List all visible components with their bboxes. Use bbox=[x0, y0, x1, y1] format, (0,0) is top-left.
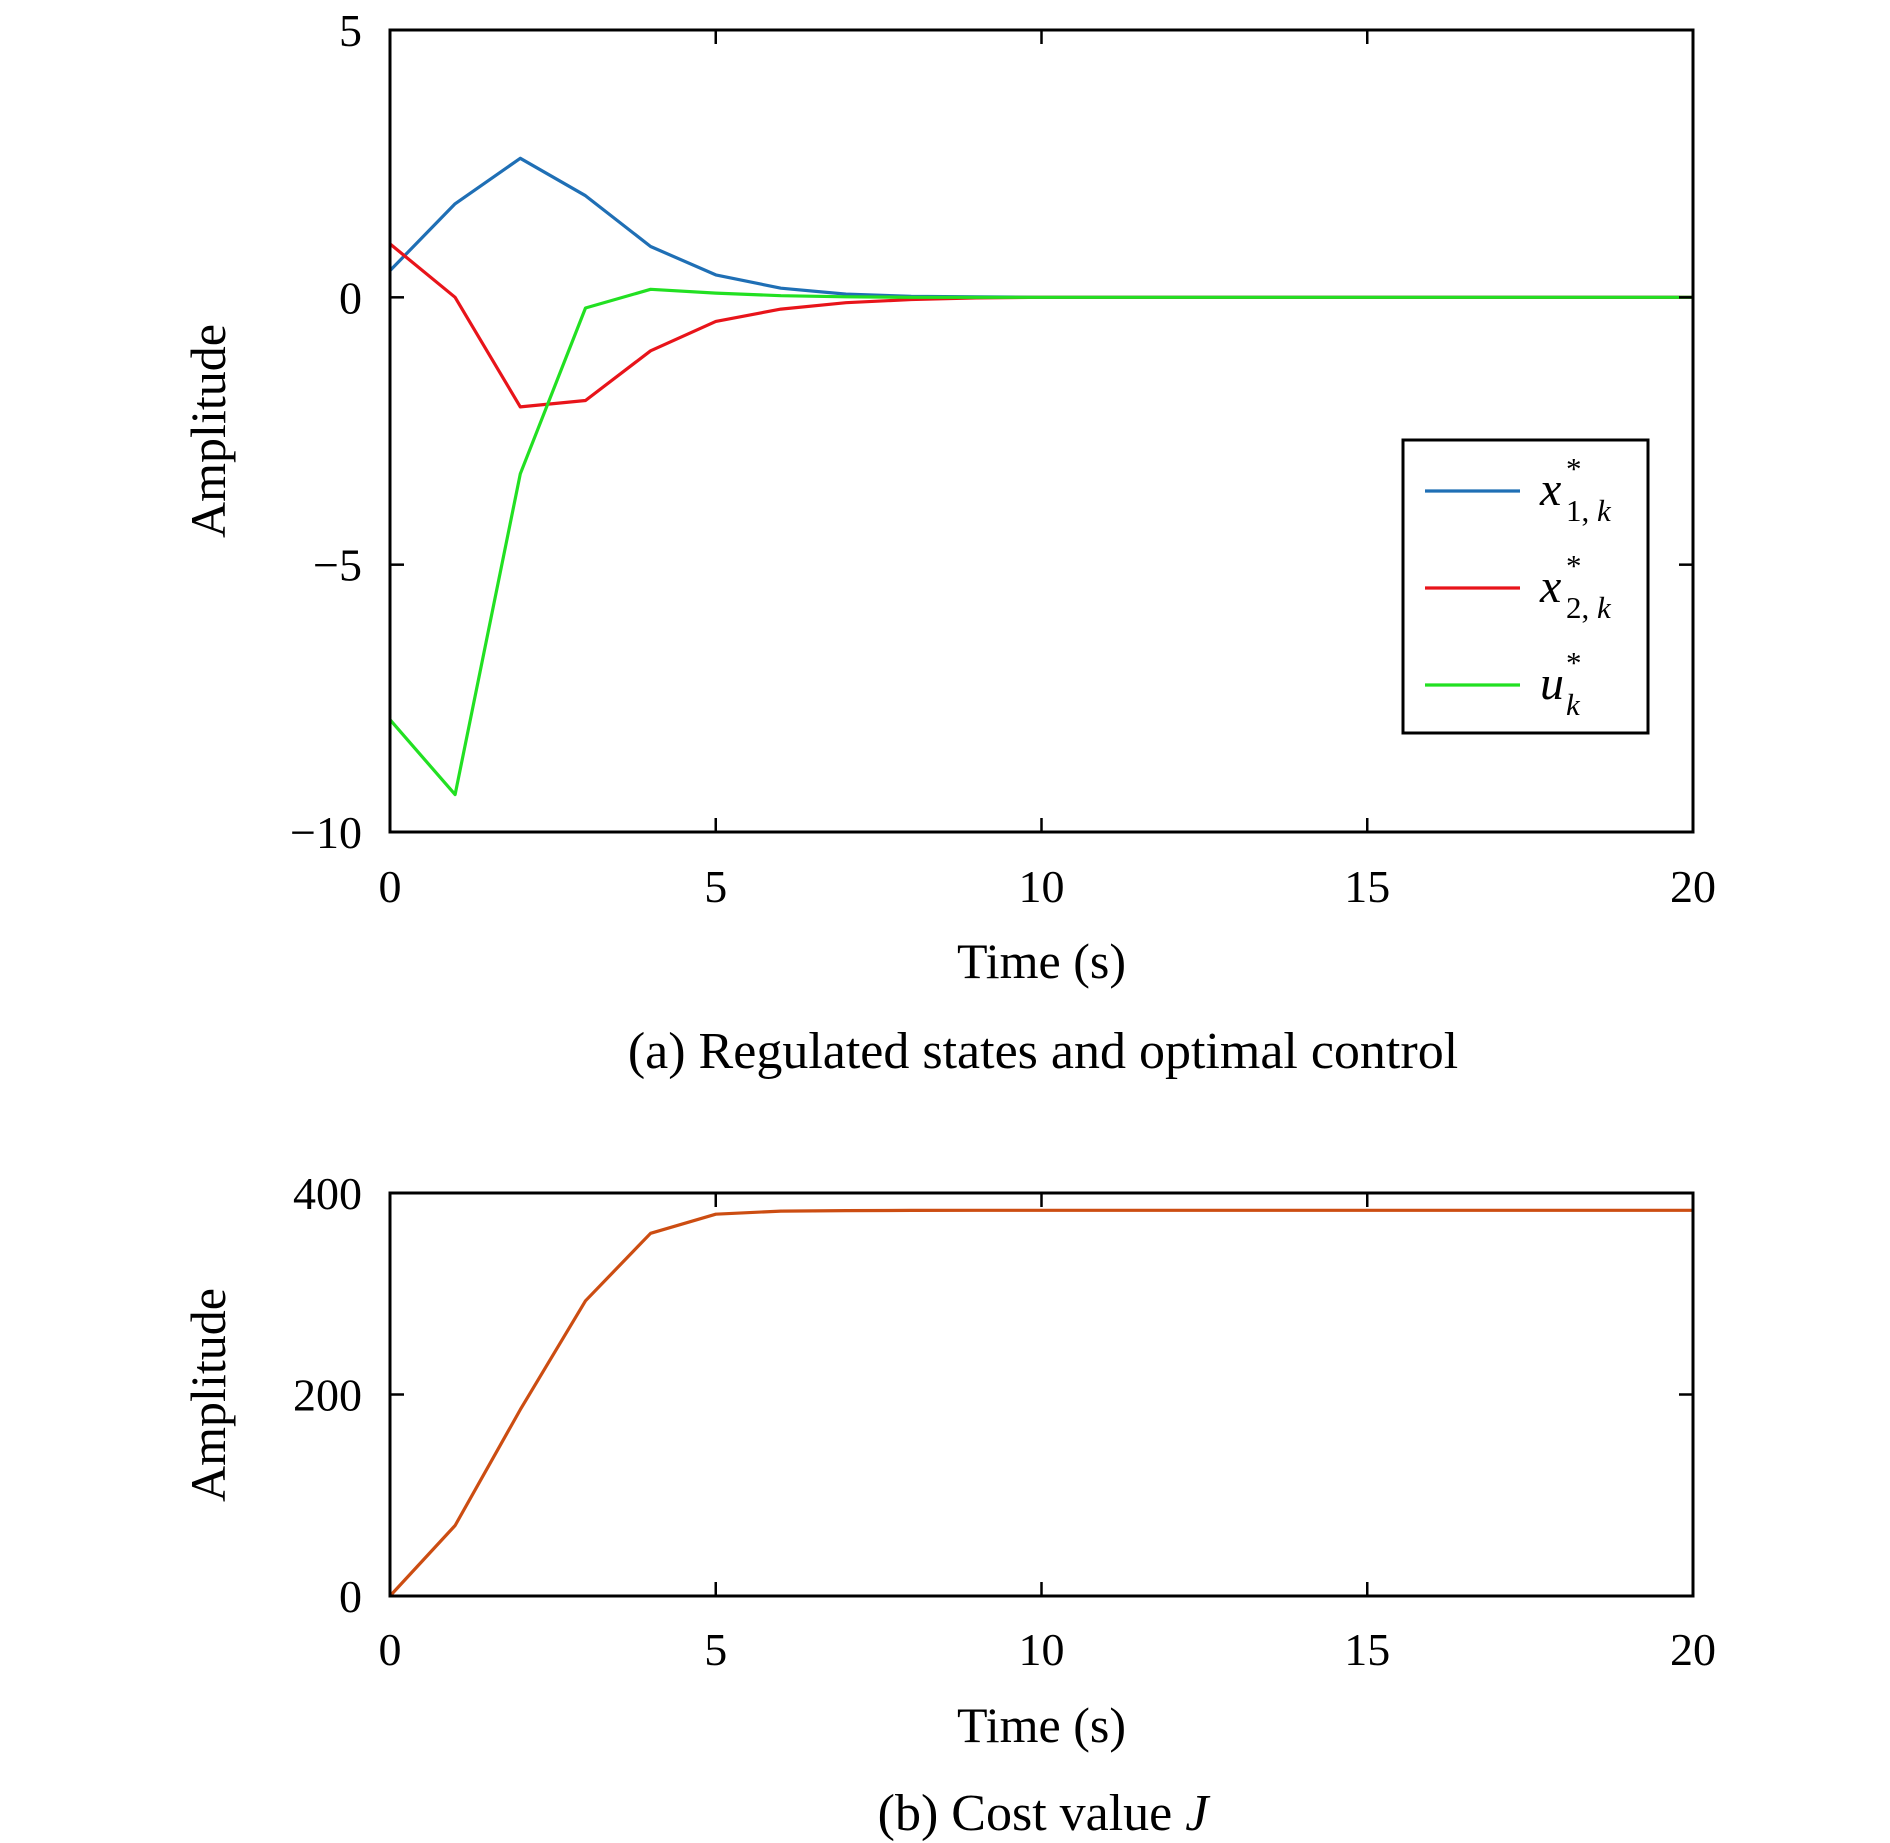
x-tick-label: 5 bbox=[704, 1624, 727, 1675]
y-tick-label: 0 bbox=[339, 272, 362, 323]
x-tick-label: 20 bbox=[1670, 1624, 1716, 1675]
x-tick-label: 15 bbox=[1344, 1624, 1390, 1675]
series-line-2 bbox=[388, 242, 1693, 409]
y-tick-label: 200 bbox=[293, 1370, 362, 1421]
y-tick-label: −5 bbox=[313, 540, 362, 591]
x-tick-label: 10 bbox=[1019, 1624, 1065, 1675]
legend-superscript: * bbox=[1566, 548, 1582, 583]
legend-subscript: 2, k bbox=[1566, 590, 1612, 625]
x-axis-title: Time (s) bbox=[957, 1697, 1126, 1753]
y-axis-title: Amplitude bbox=[180, 324, 236, 538]
legend: x *1, kx *2, ku *k bbox=[1401, 438, 1650, 735]
series-line-3 bbox=[388, 287, 1693, 797]
panel-caption: (a) Regulated states and optimal control bbox=[628, 1023, 1458, 1080]
series-line-1 bbox=[388, 1208, 1693, 1598]
panel-caption: (b) Cost value J bbox=[878, 1785, 1212, 1842]
y-tick-label: 0 bbox=[339, 1571, 362, 1622]
panel-a-chart: 0 5 10 15 20 −10 −5 0 5 Time (s) Amplitude (a) Regu… bbox=[180, 5, 1716, 1080]
legend-subscript-part: k bbox=[1566, 687, 1581, 722]
caption-symbol: J bbox=[1185, 1785, 1211, 1842]
y-tick-label: −10 bbox=[290, 807, 362, 858]
plot-frame bbox=[388, 1191, 1695, 1598]
legend-subscript: k bbox=[1566, 687, 1581, 722]
legend-subscript: 1, k bbox=[1566, 493, 1612, 528]
x-tick-label: 0 bbox=[379, 1624, 402, 1675]
x-axis-title: Time (s) bbox=[957, 933, 1126, 989]
legend-subscript-part: 2, bbox=[1566, 590, 1597, 625]
legend-subscript-part: 1, bbox=[1566, 493, 1597, 528]
legend-symbol: x bbox=[1539, 463, 1561, 516]
series-line-1 bbox=[388, 156, 1693, 299]
legend-symbol: u bbox=[1540, 657, 1564, 710]
legend-superscript: * bbox=[1566, 451, 1582, 486]
x-tick-label: 10 bbox=[1019, 861, 1065, 912]
legend-superscript: * bbox=[1566, 645, 1582, 680]
x-tick-label: 15 bbox=[1344, 861, 1390, 912]
legend-subscript-part: k bbox=[1597, 493, 1612, 528]
y-tick-label: 400 bbox=[293, 1168, 362, 1219]
legend-symbol: x bbox=[1539, 560, 1561, 613]
x-tick-label: 0 bbox=[379, 861, 402, 912]
y-axis-title: Amplitude bbox=[180, 1288, 236, 1502]
x-tick-label: 20 bbox=[1670, 861, 1716, 912]
legend-subscript-part: k bbox=[1597, 590, 1612, 625]
caption-text: (b) Cost value bbox=[878, 1785, 1186, 1842]
x-tick-label: 5 bbox=[704, 861, 727, 912]
y-tick-label: 5 bbox=[339, 5, 362, 56]
